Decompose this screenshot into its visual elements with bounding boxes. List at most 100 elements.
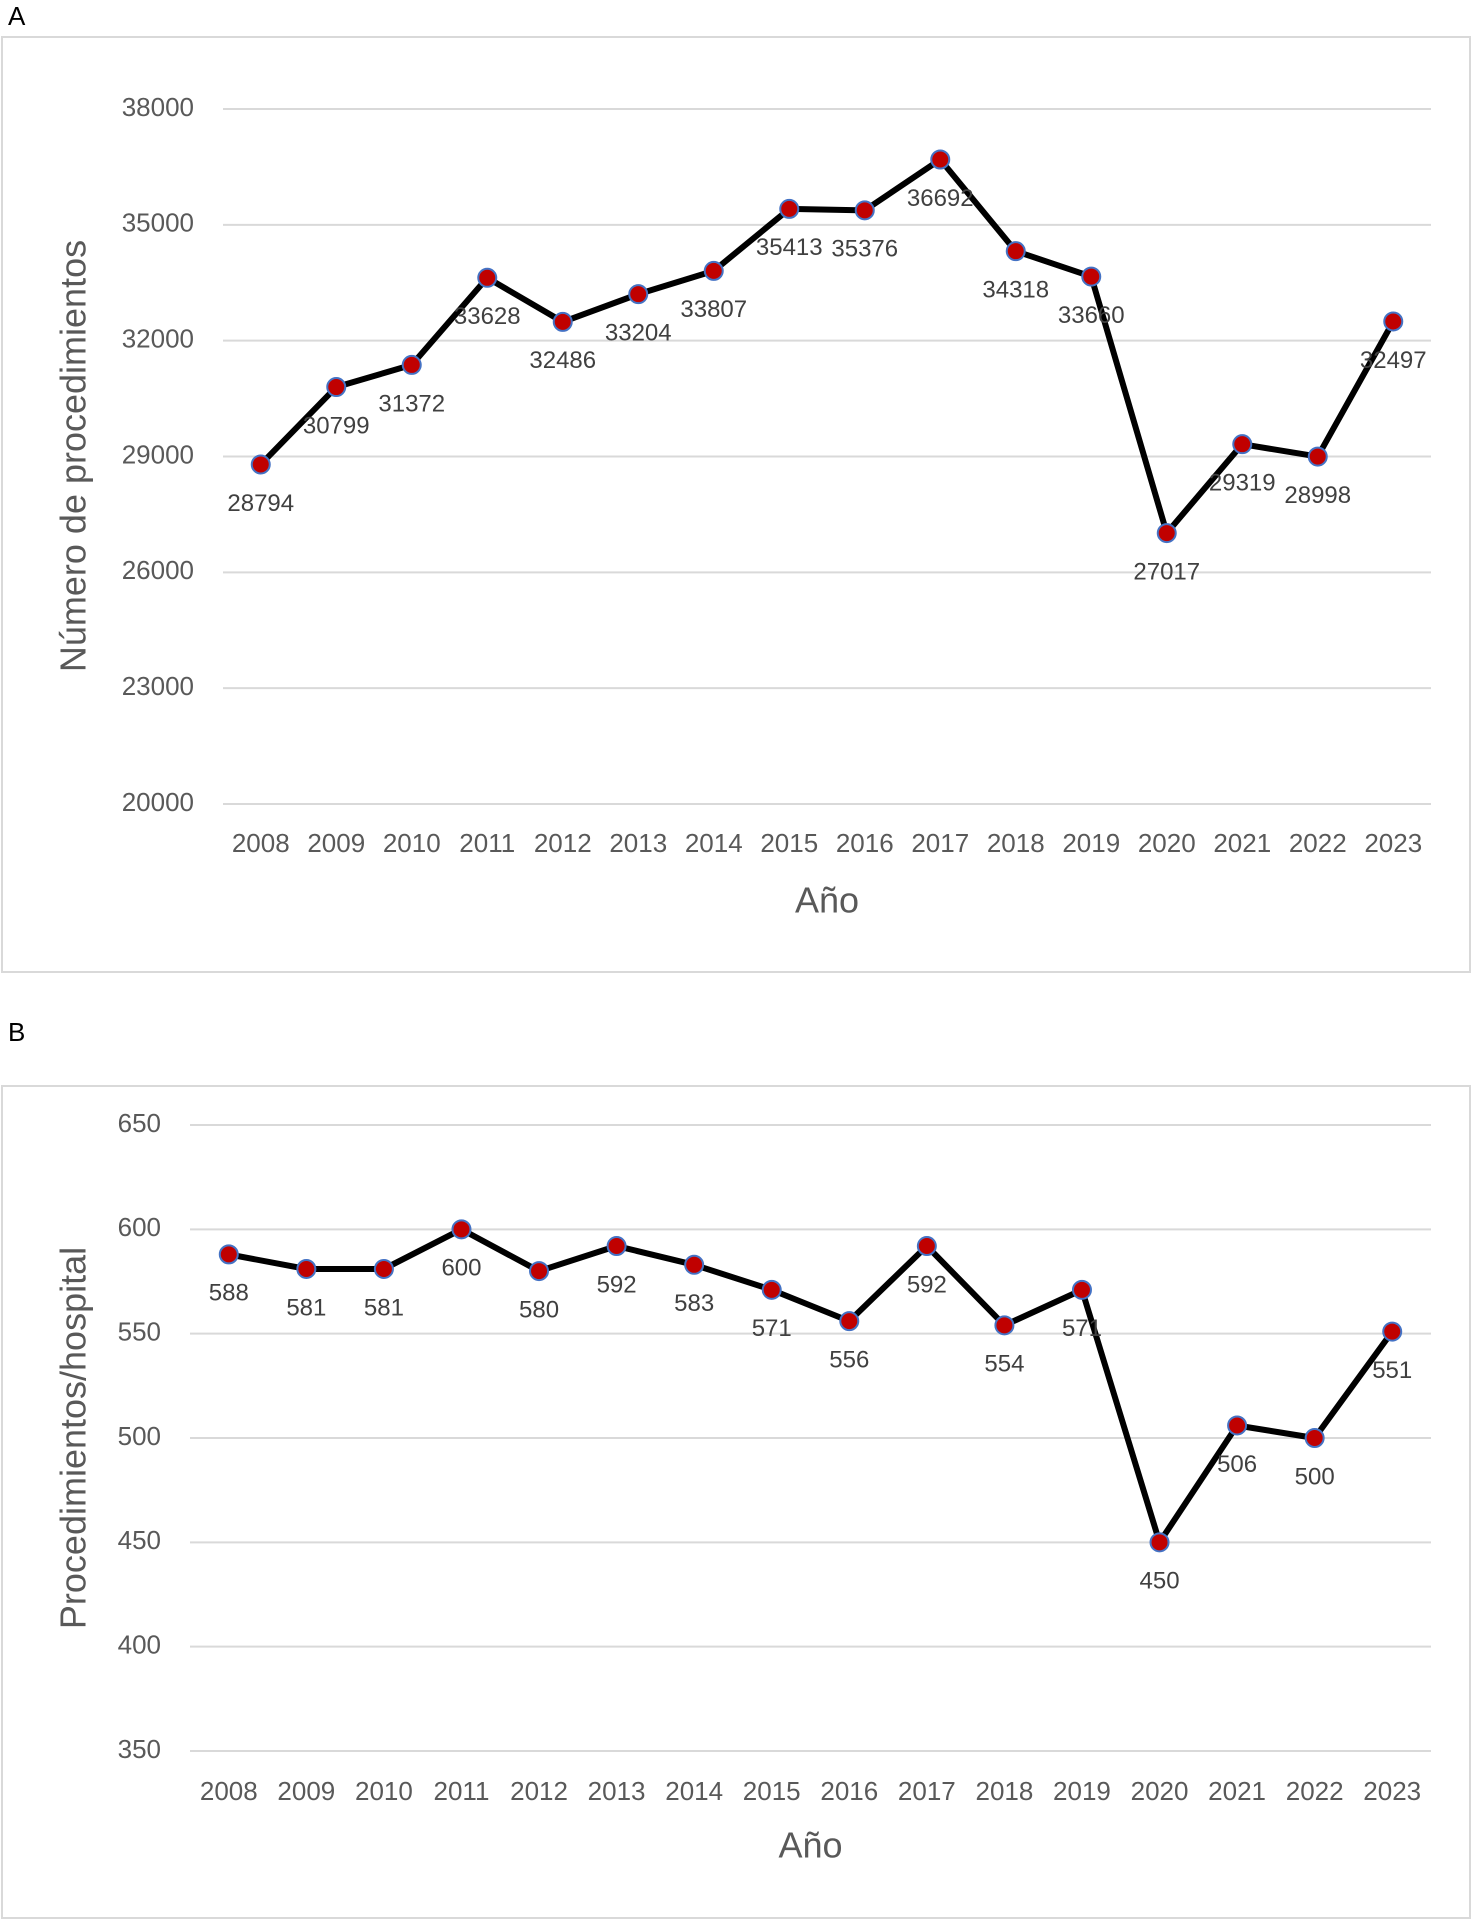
data-label: 600 bbox=[441, 1255, 481, 1282]
x-tick-label: 2016 bbox=[836, 828, 894, 858]
y-tick-label: 600 bbox=[118, 1212, 161, 1242]
marker bbox=[703, 260, 724, 281]
data-label: 32497 bbox=[1360, 347, 1427, 374]
marker bbox=[916, 1236, 937, 1257]
data-label: 33628 bbox=[454, 303, 521, 330]
marker bbox=[296, 1258, 317, 1279]
data-label: 588 bbox=[209, 1280, 249, 1307]
x-tick-label: 2012 bbox=[510, 1776, 568, 1806]
data-label: 33660 bbox=[1058, 302, 1125, 329]
marker bbox=[218, 1244, 239, 1265]
data-label: 556 bbox=[829, 1346, 869, 1373]
x-axis-title: Año bbox=[795, 880, 859, 921]
x-tick-label: 2021 bbox=[1213, 828, 1271, 858]
x-tick-label: 2015 bbox=[743, 1776, 801, 1806]
y-tick-label: 450 bbox=[118, 1525, 161, 1555]
data-label: 29319 bbox=[1209, 470, 1276, 497]
data-label: 571 bbox=[1062, 1315, 1102, 1342]
marker bbox=[1232, 434, 1253, 455]
marker bbox=[529, 1261, 550, 1282]
x-tick-label: 2012 bbox=[534, 828, 592, 858]
y-tick-label: 550 bbox=[118, 1317, 161, 1347]
data-label: 581 bbox=[364, 1294, 404, 1321]
x-tick-label: 2013 bbox=[609, 828, 667, 858]
marker bbox=[1005, 241, 1026, 262]
x-tick-label: 2018 bbox=[975, 1776, 1033, 1806]
marker bbox=[1156, 523, 1177, 544]
marker bbox=[994, 1315, 1015, 1336]
x-tick-label: 2015 bbox=[760, 828, 818, 858]
x-tick-label: 2016 bbox=[820, 1776, 878, 1806]
y-tick-label: 20000 bbox=[122, 787, 194, 817]
marker bbox=[930, 149, 951, 170]
x-tick-label: 2014 bbox=[665, 1776, 723, 1806]
marker bbox=[326, 377, 347, 398]
data-label: 551 bbox=[1372, 1357, 1412, 1384]
panel-frame bbox=[1, 36, 1471, 973]
x-axis-title: Año bbox=[778, 1825, 842, 1866]
x-tick-label: 2020 bbox=[1131, 1776, 1189, 1806]
marker bbox=[1081, 266, 1102, 287]
x-tick-label: 2019 bbox=[1062, 828, 1120, 858]
data-label: 506 bbox=[1217, 1451, 1257, 1478]
x-tick-label: 2023 bbox=[1363, 1776, 1421, 1806]
data-label: 592 bbox=[907, 1271, 947, 1298]
data-label: 32486 bbox=[529, 347, 596, 374]
x-tick-label: 2010 bbox=[383, 828, 441, 858]
line bbox=[228, 1226, 1395, 1546]
marker bbox=[477, 267, 498, 288]
x-tick-label: 2018 bbox=[987, 828, 1045, 858]
data-label: 583 bbox=[674, 1290, 714, 1317]
x-tick-label: 2017 bbox=[898, 1776, 956, 1806]
x-tick-label: 2023 bbox=[1364, 828, 1422, 858]
y-tick-label: 29000 bbox=[122, 439, 194, 469]
data-label: 28794 bbox=[227, 490, 294, 517]
x-tick-label: 2011 bbox=[459, 828, 515, 858]
panel-frame bbox=[1, 1085, 1471, 1919]
marker bbox=[1227, 1415, 1248, 1436]
data-label: 31372 bbox=[378, 390, 445, 417]
line bbox=[258, 156, 1396, 537]
x-tick-label: 2014 bbox=[685, 828, 743, 858]
data-label: 592 bbox=[597, 1271, 637, 1298]
marker bbox=[451, 1219, 472, 1240]
marker bbox=[854, 200, 875, 221]
y-tick-label: 23000 bbox=[122, 671, 194, 701]
data-label: 580 bbox=[519, 1296, 559, 1323]
y-tick-label: 35000 bbox=[122, 208, 194, 238]
marker bbox=[552, 311, 573, 332]
marker bbox=[1307, 446, 1328, 467]
marker bbox=[1382, 1321, 1403, 1342]
x-tick-label: 2021 bbox=[1208, 1776, 1266, 1806]
marker bbox=[401, 354, 422, 375]
marker bbox=[1383, 311, 1404, 332]
marker bbox=[839, 1311, 860, 1332]
marker bbox=[761, 1279, 782, 1300]
y-tick-label: 500 bbox=[118, 1421, 161, 1451]
marker bbox=[1304, 1428, 1325, 1448]
panel-label: B bbox=[8, 1017, 25, 1047]
data-label: 554 bbox=[984, 1351, 1024, 1378]
data-label: 28998 bbox=[1284, 482, 1351, 509]
x-tick-label: 2010 bbox=[355, 1776, 413, 1806]
marker bbox=[1071, 1279, 1092, 1300]
marker bbox=[373, 1258, 394, 1279]
marker bbox=[606, 1236, 627, 1257]
y-tick-label: 38000 bbox=[122, 92, 194, 122]
x-tick-label: 2009 bbox=[277, 1776, 335, 1806]
x-tick-label: 2009 bbox=[307, 828, 365, 858]
data-label: 35413 bbox=[756, 234, 823, 261]
y-tick-label: 400 bbox=[118, 1630, 161, 1660]
x-tick-label: 2017 bbox=[911, 828, 969, 858]
marker bbox=[628, 284, 649, 305]
data-label: 30799 bbox=[303, 412, 370, 439]
data-label: 35376 bbox=[831, 236, 898, 263]
marker bbox=[684, 1254, 705, 1275]
x-tick-label: 2008 bbox=[200, 1776, 258, 1806]
x-tick-label: 2019 bbox=[1053, 1776, 1111, 1806]
x-tick-label: 2011 bbox=[434, 1776, 490, 1806]
data-label: 36692 bbox=[907, 185, 974, 212]
y-tick-label: 32000 bbox=[122, 324, 194, 354]
